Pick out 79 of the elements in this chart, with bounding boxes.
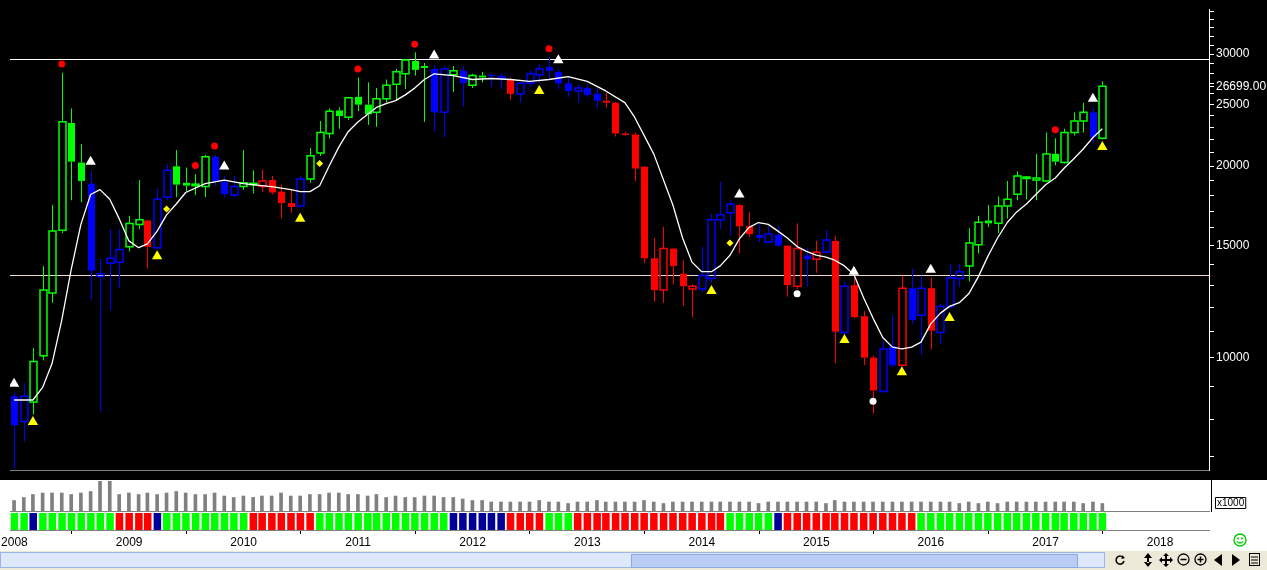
candlestick: [546, 56, 553, 80]
y-tick-label: 15000: [1216, 237, 1250, 252]
candlestick: [594, 87, 601, 109]
candlestick: [680, 259, 687, 307]
x-tick-label: 2014: [688, 534, 716, 549]
candlestick: [212, 154, 219, 187]
point: [151, 250, 163, 260]
x-tick-label: 2009: [115, 534, 143, 549]
candlestick: [812, 240, 821, 274]
candlestick: [88, 170, 95, 301]
point: [706, 284, 717, 294]
point: [163, 205, 171, 213]
candlestick: [355, 77, 362, 112]
point: [1097, 141, 1108, 151]
x-tick-label: 2011: [345, 534, 372, 549]
candlestick: [173, 149, 180, 198]
candlestick: [288, 189, 295, 214]
candlestick: [632, 132, 639, 182]
point: [925, 263, 936, 273]
point: [85, 155, 96, 165]
candlestick: [1090, 106, 1097, 144]
x-tick-label: 2017: [1032, 534, 1060, 549]
candlestick: [11, 391, 18, 469]
point: [1051, 126, 1059, 134]
candlestick: [775, 224, 782, 246]
point: [294, 212, 306, 222]
x-tick-label: 2013: [574, 534, 602, 549]
x-tick-label: 2016: [917, 534, 945, 549]
point: [27, 416, 39, 426]
candlestick: [928, 277, 935, 350]
point: [10, 377, 20, 387]
candlestick: [78, 143, 85, 203]
candlestick: [641, 166, 648, 264]
point: [191, 161, 199, 169]
candlestick: [726, 199, 735, 237]
candlestick: [449, 65, 458, 93]
y-tick-label: 10000: [1216, 349, 1250, 364]
candlestick: [804, 247, 811, 287]
point: [839, 334, 850, 344]
candlestick: [603, 92, 610, 108]
candlestick: [96, 258, 105, 412]
x-tick-label: 2010: [230, 534, 258, 549]
point: [896, 366, 908, 376]
point: [411, 40, 419, 48]
point: [316, 160, 324, 168]
point: [793, 290, 801, 298]
candlestick: [431, 64, 438, 133]
y-tick-label: 30000: [1216, 46, 1250, 61]
y-axis-title: x1000: [1217, 496, 1245, 508]
point: [734, 188, 745, 198]
x-tick-label: 2012: [459, 534, 487, 549]
candlestick: [565, 77, 572, 98]
candlestick: [861, 310, 868, 366]
candlestick: [832, 235, 839, 364]
point: [534, 84, 545, 94]
x-tick-label: 2008: [1, 534, 29, 549]
candlestick: [412, 51, 419, 77]
candlestick: [985, 204, 992, 228]
candlestick: [736, 205, 743, 254]
candlestick: [784, 245, 791, 298]
point: [1087, 92, 1099, 102]
point: [58, 60, 66, 68]
y-tick-label: 26699.00: [1216, 78, 1267, 93]
y-tick-label: 20000: [1216, 158, 1250, 173]
point: [211, 142, 219, 150]
x-tick-label: 2015: [802, 534, 830, 549]
point: [726, 239, 734, 247]
candlestick: [870, 355, 877, 415]
candlestick: [670, 248, 677, 285]
point: [553, 54, 564, 64]
point: [869, 397, 877, 405]
candlestick: [278, 184, 285, 220]
candlestick: [421, 62, 428, 123]
point: [354, 65, 362, 73]
point: [545, 45, 553, 53]
x-tick-label: 2018: [1146, 534, 1174, 549]
y-tick-label: 25000: [1216, 96, 1250, 111]
candlestick: [688, 283, 697, 318]
point: [944, 312, 955, 322]
